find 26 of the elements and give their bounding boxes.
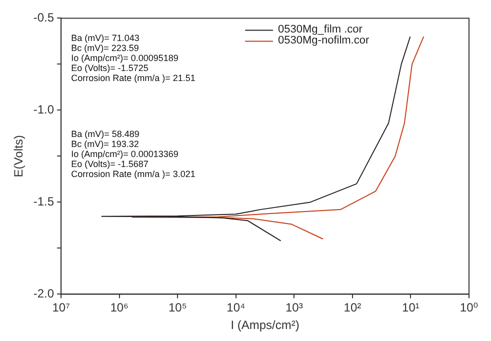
annotation: Ba (mV)= 58.489 — [71, 129, 140, 140]
x-tick-label: 10³ — [286, 300, 303, 315]
y-tick-label: -1.0 — [33, 102, 54, 117]
annotation: Ba (mV)= 71.043 — [71, 33, 140, 44]
annotation: Eo (Volts)= -1.5687 — [71, 159, 148, 170]
x-tick-label: 10⁰ — [460, 300, 478, 315]
x-tick-label: 10² — [344, 300, 362, 315]
y-axis-title: E(Volts) — [12, 135, 26, 178]
annotation: Io (Amp/cm²)= 0.00095189 — [71, 53, 178, 64]
annotation: Eo (Volts)= -1.5725 — [71, 63, 148, 74]
annotation: Corrosion Rate (mm/a )= 3.021 — [71, 169, 196, 180]
x-tick-label: 10¹ — [402, 300, 420, 315]
y-tick-label: -1.5 — [33, 194, 54, 209]
x-axis-title: I (Amps/cm²) — [230, 318, 300, 332]
annotation: Io (Amp/cm²)= 0.00013369 — [71, 149, 178, 160]
legend-label: 0530Mg_film .cor — [278, 24, 363, 36]
legend-label: 0530Mg-nofilm.cor — [278, 34, 370, 47]
x-tick-label: 10⁶ — [110, 300, 129, 315]
y-tick-label: -0.5 — [33, 10, 54, 25]
y-tick-label: -2.0 — [33, 286, 54, 301]
annotation: Bc (mV)= 223.59 — [71, 43, 139, 54]
annotation: Corrosion Rate (mm/a )= 21.51 — [71, 73, 196, 84]
x-tick-label: 10⁴ — [226, 300, 246, 315]
x-tick-label: 10⁵ — [168, 300, 187, 315]
annotation: Bc (mV)= 193.32 — [71, 139, 139, 150]
x-tick-label: 10⁷ — [52, 300, 70, 315]
